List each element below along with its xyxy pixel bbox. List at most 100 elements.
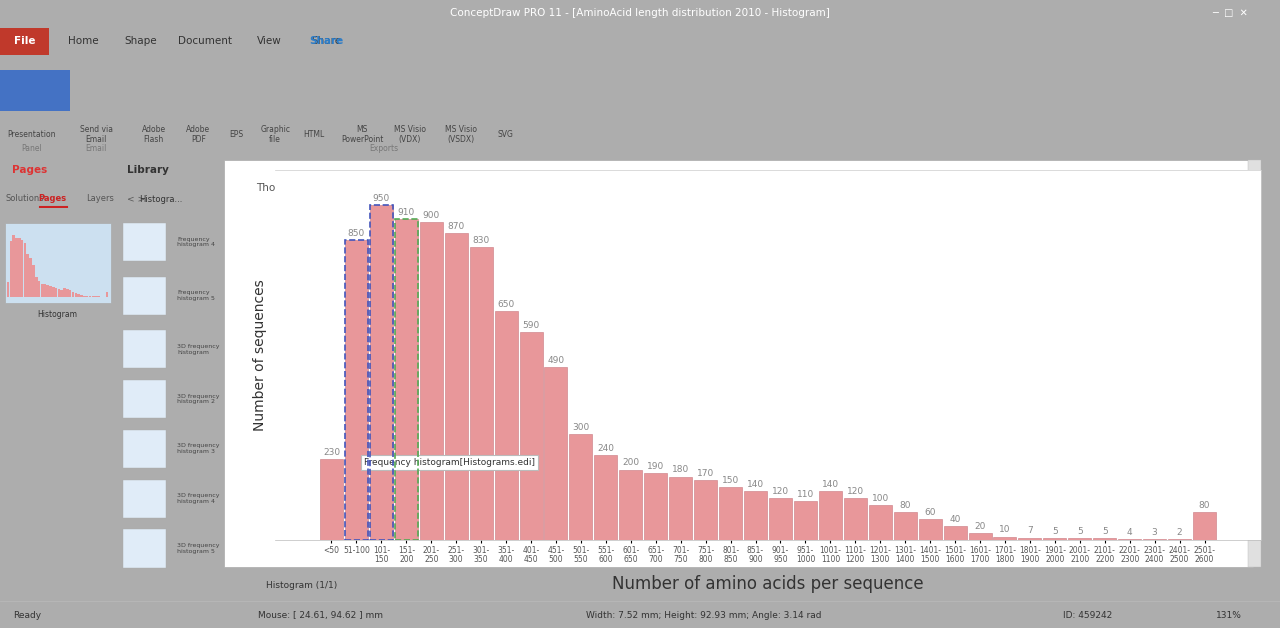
Text: 490: 490 bbox=[548, 356, 564, 365]
Bar bbox=[1069, 538, 1092, 540]
Text: 131%: 131% bbox=[1216, 611, 1242, 620]
Bar bbox=[78, 294, 79, 296]
Text: Histogra...: Histogra... bbox=[140, 195, 183, 204]
Text: Layers: Layers bbox=[86, 194, 114, 203]
Text: Document: Document bbox=[178, 36, 232, 46]
Text: 110: 110 bbox=[796, 490, 814, 499]
Text: 830: 830 bbox=[472, 236, 490, 245]
Bar bbox=[32, 265, 35, 296]
FancyBboxPatch shape bbox=[123, 276, 166, 315]
FancyBboxPatch shape bbox=[1248, 160, 1261, 567]
Bar bbox=[794, 501, 817, 540]
Bar bbox=[919, 519, 942, 540]
Text: 3D frequency
histogram 3: 3D frequency histogram 3 bbox=[177, 443, 220, 454]
Text: 170: 170 bbox=[698, 469, 714, 478]
Text: 3D frequency
histogram 4: 3D frequency histogram 4 bbox=[177, 494, 220, 504]
Text: 910: 910 bbox=[398, 208, 415, 217]
Bar bbox=[46, 285, 49, 296]
FancyBboxPatch shape bbox=[123, 480, 166, 518]
Text: Panel: Panel bbox=[22, 144, 42, 153]
Text: Library: Library bbox=[127, 165, 169, 175]
Text: Ready: Ready bbox=[13, 611, 41, 620]
FancyBboxPatch shape bbox=[123, 330, 166, 369]
Text: 10: 10 bbox=[1000, 526, 1011, 534]
Text: 80: 80 bbox=[1199, 501, 1211, 510]
Text: 20: 20 bbox=[974, 522, 986, 531]
Bar bbox=[72, 291, 74, 296]
Bar bbox=[320, 459, 343, 540]
Text: Pages: Pages bbox=[38, 194, 65, 203]
Text: 200: 200 bbox=[622, 458, 640, 467]
Text: 180: 180 bbox=[672, 465, 690, 474]
FancyBboxPatch shape bbox=[123, 223, 166, 261]
Bar bbox=[1019, 538, 1042, 540]
Text: 590: 590 bbox=[522, 321, 540, 330]
Bar bbox=[9, 242, 12, 296]
Text: File: File bbox=[14, 36, 35, 46]
Text: 240: 240 bbox=[598, 444, 614, 453]
Text: 5: 5 bbox=[1076, 527, 1083, 536]
Text: 950: 950 bbox=[372, 193, 390, 203]
FancyBboxPatch shape bbox=[123, 380, 166, 418]
Text: 150: 150 bbox=[722, 476, 740, 485]
Text: 2: 2 bbox=[1176, 528, 1183, 538]
Bar bbox=[594, 455, 617, 540]
Text: 120: 120 bbox=[847, 487, 864, 495]
Text: Home: Home bbox=[68, 36, 99, 46]
Bar bbox=[644, 473, 667, 540]
Bar bbox=[44, 284, 46, 296]
Text: ─  □  ✕: ─ □ ✕ bbox=[1212, 8, 1248, 18]
Text: 650: 650 bbox=[498, 300, 515, 308]
Bar bbox=[993, 536, 1016, 540]
Text: Width: 7.52 mm; Height: 92.93 mm; Angle: 3.14 rad: Width: 7.52 mm; Height: 92.93 mm; Angle:… bbox=[586, 611, 822, 620]
Text: 60: 60 bbox=[924, 508, 936, 517]
FancyBboxPatch shape bbox=[224, 160, 1253, 567]
Text: Adobe
Flash: Adobe Flash bbox=[142, 125, 165, 144]
Text: 120: 120 bbox=[772, 487, 788, 495]
Text: 100: 100 bbox=[872, 494, 888, 502]
Text: Mouse: [ 24.61, 94.62 ] mm: Mouse: [ 24.61, 94.62 ] mm bbox=[257, 611, 383, 620]
Bar bbox=[81, 295, 83, 296]
Bar bbox=[420, 222, 443, 540]
Text: 300: 300 bbox=[572, 423, 590, 432]
Bar bbox=[669, 477, 692, 540]
X-axis label: Number of amino acids per sequence: Number of amino acids per sequence bbox=[612, 575, 924, 593]
FancyBboxPatch shape bbox=[123, 430, 166, 468]
Bar bbox=[74, 293, 77, 296]
Bar bbox=[544, 367, 567, 540]
Text: SVG: SVG bbox=[498, 130, 513, 139]
Bar bbox=[38, 281, 41, 296]
Text: 5: 5 bbox=[1102, 527, 1107, 536]
Bar bbox=[394, 219, 417, 540]
Text: 4: 4 bbox=[1126, 528, 1133, 536]
Text: ID: 459242: ID: 459242 bbox=[1064, 611, 1112, 620]
Bar bbox=[15, 237, 18, 296]
Bar bbox=[520, 332, 543, 540]
Text: MS
PowerPoint: MS PowerPoint bbox=[340, 125, 384, 144]
Text: Graphic
file: Graphic file bbox=[260, 125, 291, 144]
Text: 40: 40 bbox=[950, 515, 961, 524]
Bar bbox=[620, 470, 643, 540]
Bar bbox=[55, 288, 58, 296]
Bar bbox=[29, 258, 32, 296]
Bar bbox=[49, 286, 51, 296]
Text: 80: 80 bbox=[900, 501, 911, 510]
Text: 850: 850 bbox=[348, 229, 365, 238]
Text: Exports: Exports bbox=[370, 144, 398, 153]
Text: Email: Email bbox=[86, 144, 106, 153]
Bar bbox=[893, 512, 916, 540]
Bar bbox=[470, 247, 493, 540]
Text: 3D frequency
histogram: 3D frequency histogram bbox=[177, 344, 220, 355]
Bar bbox=[52, 287, 55, 296]
Text: 140: 140 bbox=[748, 480, 764, 489]
FancyBboxPatch shape bbox=[0, 70, 70, 111]
Bar bbox=[35, 277, 37, 296]
Bar bbox=[60, 290, 63, 296]
Text: Send via
Email: Send via Email bbox=[79, 125, 113, 144]
Bar bbox=[943, 526, 966, 540]
Text: Thousand: Thousand bbox=[256, 183, 307, 193]
Bar bbox=[719, 487, 742, 540]
Text: Share: Share bbox=[311, 36, 342, 46]
Bar bbox=[67, 289, 69, 296]
FancyBboxPatch shape bbox=[0, 28, 49, 55]
